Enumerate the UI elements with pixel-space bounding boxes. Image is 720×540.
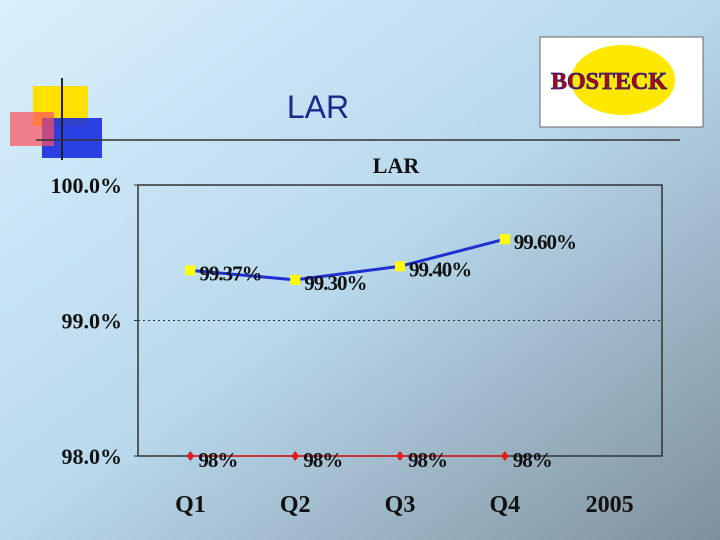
y-tick-label: 99.0% [62,309,123,334]
slide-title: LAR [287,89,349,125]
data-label: 98% [408,448,447,472]
marker [186,451,195,461]
chart-title: LAR [373,153,421,178]
marker [395,261,405,272]
marker [396,451,404,461]
logo-circle [571,45,675,115]
data-label: 98% [303,448,342,472]
x-tick-label: Q2 [280,492,311,518]
data-label: 98% [513,448,552,472]
x-tick-label: Q4 [489,492,520,518]
marker [185,265,196,276]
x-tick-label: 2005 [586,492,634,518]
data-label: 98% [198,448,237,472]
marker [499,234,510,245]
marker [290,274,301,285]
y-tick-label: 100.0% [51,173,123,198]
data-label: 99.40% [409,257,471,281]
marker [500,451,509,461]
marker [291,451,300,461]
x-tick-label: Q3 [385,492,416,518]
data-label: 99.60% [514,230,576,254]
series-line [190,237,506,282]
decor-square [10,112,54,146]
data-label: 99.37% [199,261,261,285]
data-label: 99.30% [304,271,366,295]
y-tick-label: 98.0% [62,444,123,469]
x-tick-label: Q1 [175,492,206,518]
logo-text: BOSTECK [551,69,667,95]
